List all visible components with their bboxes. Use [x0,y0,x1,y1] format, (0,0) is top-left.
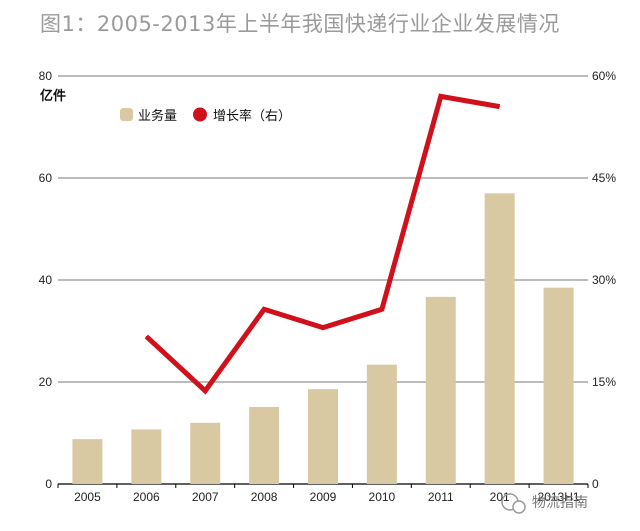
legend-label-volume: 业务量 [138,108,177,124]
bar-2006 [131,429,162,484]
left-axis-ticks: 0 20 40 60 80 [39,69,53,491]
x-tick-label: 2006 [133,490,160,504]
x-axis-ticks: 2005 2006 2007 2008 2009 2010 2011 201 2013H1 [74,490,580,504]
x-tick-label: 2010 [369,490,396,504]
y-tick-label: 0 [45,477,52,491]
y2-tick-label: 30% [592,273,616,287]
watermark-text: 物流指南 [532,495,588,511]
y-tick-label: 80 [39,69,53,83]
right-axis-ticks: 0 15% 30% 45% 60% [592,69,616,491]
bar-2010 [366,364,397,484]
y2-tick-label: 60% [592,69,616,83]
growth-point-2007 [204,390,206,392]
x-tick-label: 2009 [310,490,337,504]
bar-2007 [190,422,221,484]
bar-2009 [308,389,338,484]
growth-point-2012 [499,106,501,108]
bar-2011 [425,296,456,484]
legend-swatch-volume [120,108,133,121]
bar-2005 [72,439,103,484]
growth-point-2011 [440,95,442,97]
bar-series [72,193,574,485]
y2-tick-label: 0 [592,477,599,491]
bar-2013H1 [543,287,574,484]
x-tick-label: 2007 [192,490,219,504]
y2-tick-label: 45% [592,171,616,185]
x-tick-label: 2008 [251,490,278,504]
y-tick-label: 60 [39,171,53,185]
x-tick-label: 2013H1 [538,490,580,504]
y-axis-label: 亿件 [40,88,66,104]
watermark-icon-inner [512,500,526,514]
bar-2008 [249,406,280,484]
bar-2012 [484,193,515,485]
x-tick-label: 2011 [428,490,454,504]
y-tick-label: 20 [39,375,53,389]
chart-title: 图1：2005-2013年上半年我国快递行业企业发展情况 [40,12,560,36]
growth-point-2010 [381,308,383,310]
legend-swatch-growth [193,107,207,122]
x-tick-label: 201 [490,490,510,504]
growth-point-2008 [263,308,265,310]
growth-point-2009 [322,327,324,329]
x-tick-label: 2005 [74,490,101,504]
line-series [144,93,501,395]
y2-tick-label: 15% [592,375,616,389]
legend: 业务量 增长率（右） [120,107,291,124]
watermark: 物流指南 [501,493,588,514]
y-tick-label: 40 [39,273,53,287]
legend-label-growth: 增长率（右） [213,108,291,124]
growth-point-2006 [145,335,147,337]
